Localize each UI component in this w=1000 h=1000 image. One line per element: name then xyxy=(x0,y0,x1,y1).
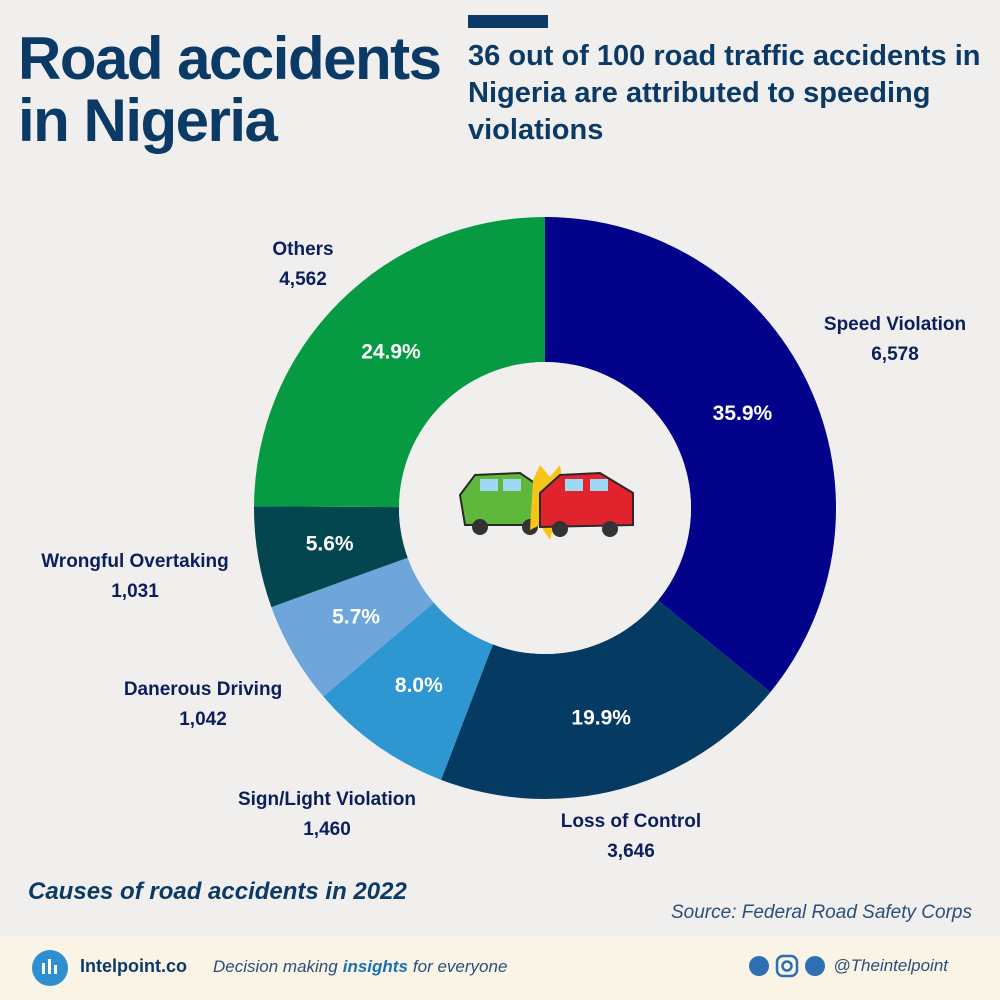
value-label: 6,578 xyxy=(871,344,919,365)
value-label: 3,646 xyxy=(607,841,655,862)
caption: Causes of road accidents in 2022 xyxy=(28,878,407,905)
slice xyxy=(323,602,493,780)
tagline: Decision making insights for everyone xyxy=(213,957,512,977)
category-label: Others xyxy=(272,239,333,260)
value-label: 1,460 xyxy=(303,819,351,840)
percent-label: 8.0% xyxy=(395,674,443,697)
tagline-text: for everyone xyxy=(412,957,508,976)
logo xyxy=(32,950,68,986)
category-label: Sign/Light Violation xyxy=(238,789,416,810)
tagline-text: Decision making xyxy=(213,957,338,976)
handle: @Theintelpoint xyxy=(833,956,948,975)
category-label: Loss of Control xyxy=(561,811,701,832)
donut-chart: 35.9% Speed Violation 6,578 19.9% Loss of Co… xyxy=(41,217,966,862)
footer: Intelpoint.co Decision making insights for… xyxy=(0,936,1000,1000)
value-label: 4,562 xyxy=(279,269,327,290)
value-label: 1,042 xyxy=(179,709,227,730)
percent-label: 5.7% xyxy=(332,605,380,628)
tagline-text: insights xyxy=(342,957,408,976)
category-label: Speed Violation xyxy=(824,314,966,335)
slice xyxy=(254,506,408,608)
slice xyxy=(441,600,771,800)
percent-label: 24.9% xyxy=(361,341,421,364)
category-label: Wrongful Overtaking xyxy=(41,551,229,572)
percent-label: 5.6% xyxy=(306,533,354,556)
percent-label: 19.9% xyxy=(571,707,631,730)
accent-bar xyxy=(468,15,548,28)
value-label: 1,031 xyxy=(111,581,159,602)
slice xyxy=(545,217,836,693)
slice xyxy=(271,557,434,697)
title: Road accidents in Nigeria xyxy=(18,25,442,154)
crash-icon xyxy=(458,465,634,540)
brand: Intelpoint.co xyxy=(80,956,187,976)
social-icons xyxy=(749,954,825,978)
subtitle: 36 out of 100 road traffic accidents in … xyxy=(468,40,981,146)
source: Source: Federal Road Safety Corps xyxy=(671,902,972,923)
percent-label: 35.9% xyxy=(713,402,773,425)
slice xyxy=(254,217,546,508)
category-label: Danerous Driving xyxy=(124,679,282,700)
